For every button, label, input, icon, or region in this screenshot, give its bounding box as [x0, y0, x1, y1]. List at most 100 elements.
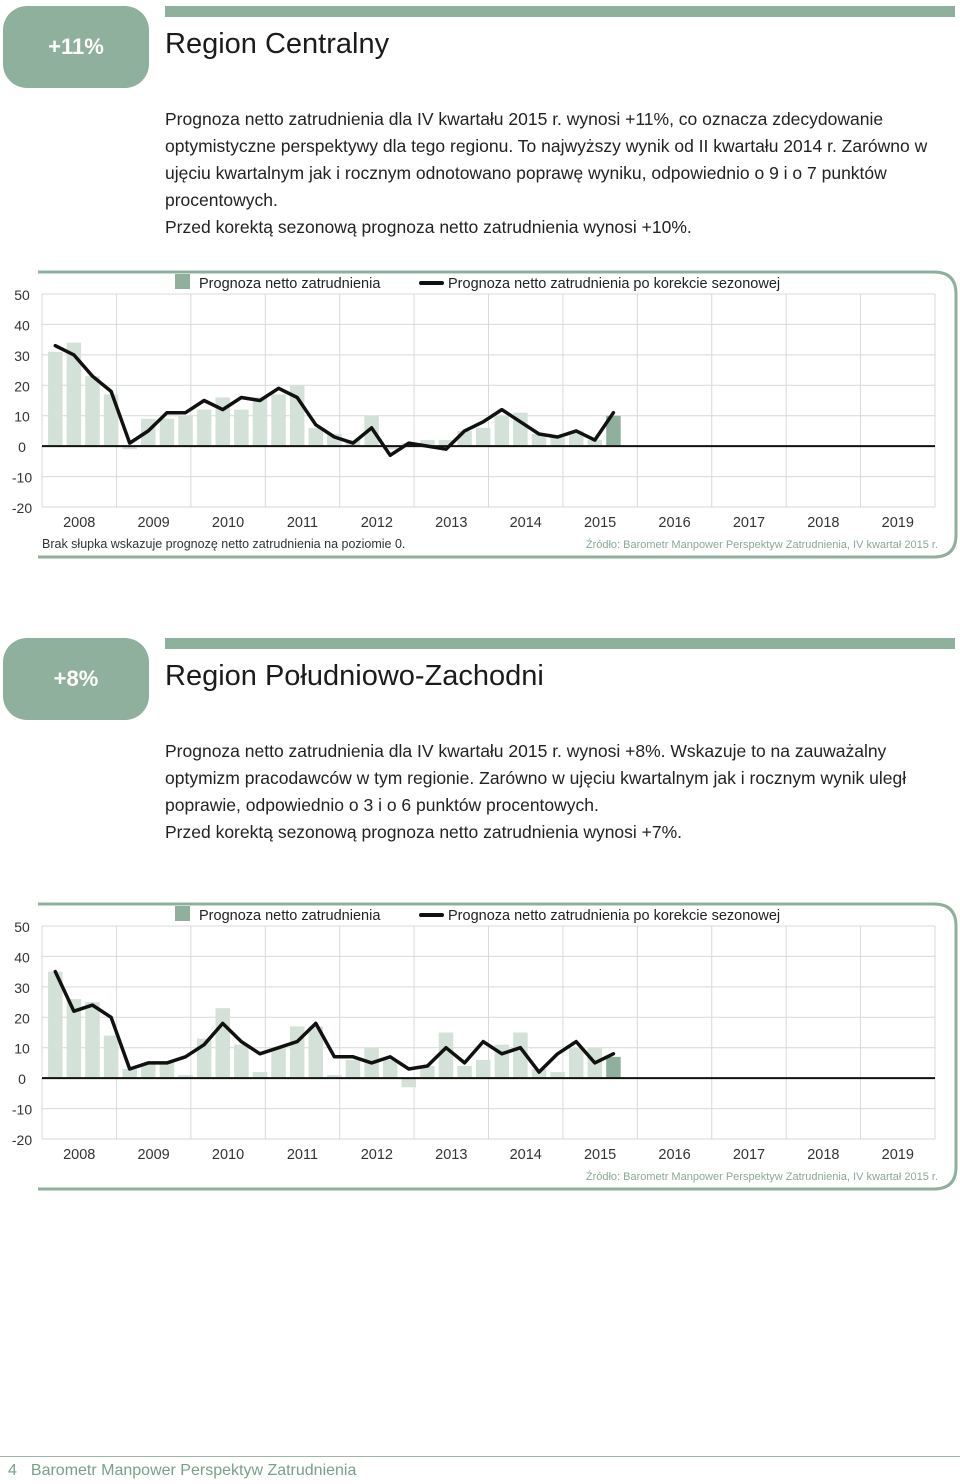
x-tick-label: 2019	[882, 515, 914, 531]
description-paragraph: Prognoza netto zatrudnienia dla IV kwart…	[165, 109, 928, 210]
x-tick-label: 2013	[435, 515, 467, 531]
bar	[196, 409, 212, 447]
bar	[66, 342, 82, 447]
chart-note: Brak słupka wskazuje prognozę netto zatr…	[42, 537, 405, 551]
chart-source: Źródło: Barometr Manpower Perspektyw Zat…	[586, 538, 938, 551]
bar	[234, 409, 249, 447]
x-tick-label: 2012	[361, 515, 393, 531]
y-tick-label: 0	[18, 439, 26, 455]
x-tick-label: 2011	[287, 515, 318, 531]
bar	[85, 1002, 100, 1079]
x-tick-label: 2017	[733, 515, 765, 531]
region-title: Region Centralny	[165, 28, 390, 60]
bar	[103, 1035, 119, 1079]
region-description: Prognoza netto zatrudnienia dla IV kwart…	[165, 738, 955, 846]
description-paragraph: Prognoza netto zatrudnienia dla IV kwart…	[165, 741, 907, 815]
legend-swatch-bar	[175, 906, 190, 921]
bar	[420, 440, 435, 447]
bar	[531, 433, 547, 447]
bar	[475, 427, 491, 447]
y-tick-label: -20	[12, 500, 32, 516]
bar	[568, 1047, 584, 1079]
x-tick-label: 2018	[807, 1147, 839, 1163]
bar	[345, 440, 361, 447]
legend-label-line: Prognoza netto zatrudnienia po korekcie …	[448, 908, 780, 924]
bar	[215, 1008, 230, 1079]
y-tick-label: -10	[12, 470, 32, 486]
bar	[159, 418, 175, 447]
y-tick-label: 50	[14, 287, 30, 303]
x-tick-label: 2009	[137, 1147, 169, 1163]
description-paragraph: Przed korektą sezonową prognoza netto za…	[165, 217, 692, 237]
bar	[568, 430, 584, 447]
y-tick-label: 50	[14, 919, 30, 935]
y-tick-label: 0	[18, 1071, 26, 1087]
x-tick-label: 2012	[361, 1147, 393, 1163]
bar	[550, 1072, 565, 1079]
bar	[308, 1026, 324, 1079]
x-tick-label: 2018	[807, 515, 839, 531]
publication-name: Barometr Manpower Perspektyw Zatrudnieni…	[30, 1462, 357, 1479]
x-tick-label: 2015	[584, 515, 616, 531]
bar	[289, 1026, 305, 1079]
y-tick-label: 30	[14, 980, 30, 996]
y-tick-label: 40	[14, 949, 30, 965]
bar	[122, 446, 137, 450]
bar	[345, 1059, 361, 1079]
bar	[494, 1044, 510, 1079]
x-tick-label: 2011	[287, 1147, 318, 1163]
bar	[364, 415, 379, 447]
bar	[475, 1059, 491, 1079]
bar	[103, 394, 119, 447]
y-tick-label: 10	[14, 409, 30, 425]
x-tick-label: 2016	[658, 1147, 690, 1163]
bar	[494, 415, 510, 447]
bar	[382, 446, 398, 450]
bar	[159, 1062, 175, 1079]
bar	[234, 1044, 249, 1079]
region-badge: +11%	[3, 6, 149, 88]
legend-label-bar: Prognoza netto zatrudnienia	[199, 908, 381, 924]
bar	[438, 1032, 454, 1079]
section-top-bar	[165, 6, 955, 17]
x-tick-label: 2010	[212, 515, 244, 531]
chart-source: Źródło: Barometr Manpower Perspektyw Zat…	[586, 1170, 938, 1183]
chart-frame	[38, 270, 958, 559]
bar	[513, 1032, 528, 1079]
x-tick-label: 2008	[63, 515, 95, 531]
bar	[252, 1072, 268, 1079]
bar	[196, 1038, 212, 1079]
bar	[178, 415, 193, 447]
x-tick-label: 2016	[658, 515, 690, 531]
bar	[606, 1056, 621, 1079]
section-top-bar	[165, 638, 955, 649]
bar	[122, 1069, 137, 1079]
x-tick-label: 2008	[63, 1147, 95, 1163]
x-tick-label: 2009	[137, 515, 169, 531]
series-line	[53, 343, 616, 458]
bar	[48, 351, 63, 447]
bar	[401, 1078, 417, 1088]
bar	[438, 440, 454, 447]
bar	[587, 1047, 603, 1079]
bar	[364, 1047, 379, 1079]
x-tick-label: 2014	[510, 515, 542, 531]
bar	[85, 376, 100, 447]
bar	[215, 397, 230, 447]
x-tick-label: 2010	[212, 1147, 244, 1163]
y-tick-label: 10	[14, 1041, 30, 1057]
bar	[48, 971, 63, 1079]
bar	[513, 412, 528, 447]
bar	[141, 1062, 156, 1079]
y-tick-label: -10	[12, 1102, 32, 1118]
region-badge: +8%	[3, 638, 149, 720]
bar	[457, 430, 472, 447]
description-paragraph: Przed korektą sezonową prognoza netto za…	[165, 822, 683, 842]
bar	[327, 433, 342, 447]
page-number: 4	[8, 1462, 17, 1479]
footer-divider	[0, 1456, 960, 1457]
page-footer: 4 Barometr Manpower Perspektyw Zatrudnien…	[8, 1462, 370, 1480]
legend-swatch-bar	[175, 274, 190, 289]
y-tick-label: 40	[14, 317, 30, 333]
x-tick-label: 2017	[733, 1147, 765, 1163]
